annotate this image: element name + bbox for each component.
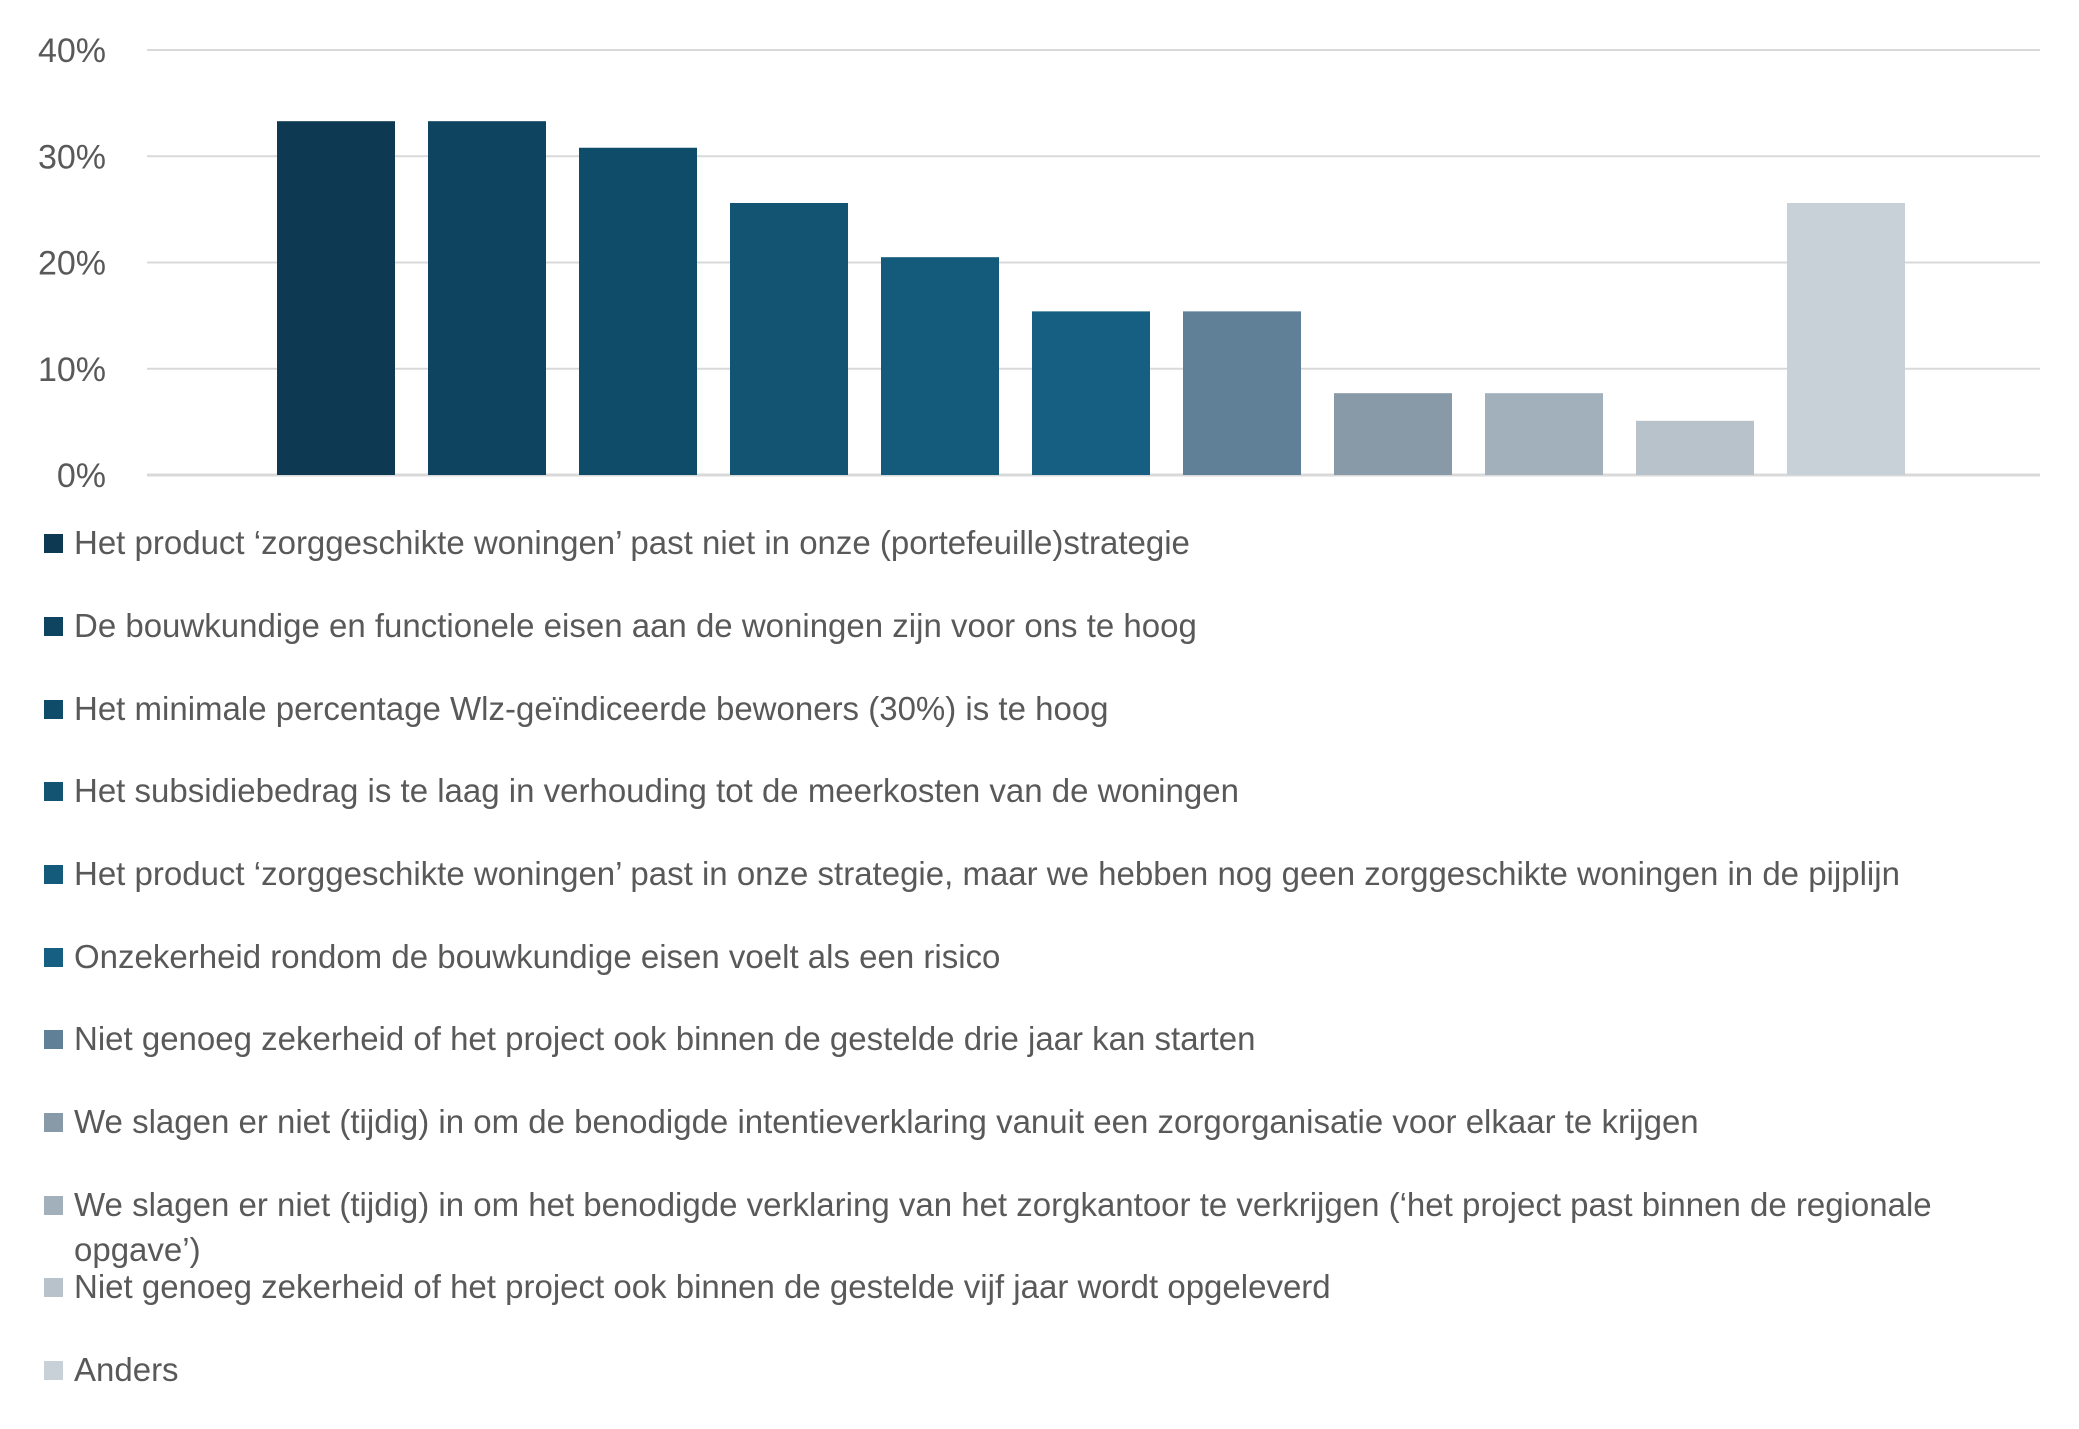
- legend-item: Het product ‘zorggeschikte woningen’ pas…: [44, 520, 2064, 565]
- legend-label: Het product ‘zorggeschikte woningen’ pas…: [74, 524, 1190, 561]
- legend-item: We slagen er niet (tijdig) in om het ben…: [44, 1182, 2064, 1272]
- y-axis-tick-labels: 0% 10% 20% 30% 40%: [38, 32, 106, 495]
- y-tick-label: 30%: [38, 138, 106, 176]
- bar-5: [881, 257, 999, 475]
- legend-swatch: [44, 1278, 63, 1297]
- bar-1: [277, 121, 395, 475]
- legend-swatch: [44, 1113, 63, 1132]
- legend-swatch: [44, 865, 63, 884]
- legend-item: Onzekerheid rondom de bouwkundige eisen …: [44, 934, 2064, 979]
- bar-3: [579, 147, 697, 475]
- bar-11: [1787, 203, 1905, 475]
- legend-label: Niet genoeg zekerheid of het project ook…: [74, 1020, 1256, 1057]
- legend-swatch: [44, 782, 63, 801]
- bar-10: [1636, 420, 1754, 475]
- legend-swatch: [44, 1361, 63, 1380]
- y-tick-label: 0%: [57, 457, 106, 495]
- legend-label: Het minimale percentage Wlz-geïndiceerde…: [74, 690, 1109, 727]
- legend-swatch: [44, 948, 63, 967]
- legend-item: De bouwkundige en functionele eisen aan …: [44, 603, 2064, 648]
- legend-label: Anders: [74, 1351, 179, 1388]
- legend-label: Onzekerheid rondom de bouwkundige eisen …: [74, 938, 1001, 975]
- legend-label: De bouwkundige en functionele eisen aan …: [74, 607, 1197, 644]
- bar-6: [1032, 311, 1150, 475]
- bar-9: [1485, 393, 1603, 475]
- legend-item: Anders: [44, 1347, 2064, 1392]
- legend-item: Niet genoeg zekerheid of het project ook…: [44, 1016, 2064, 1061]
- bars: [277, 121, 1905, 475]
- legend-swatch: [44, 1196, 63, 1215]
- bar-4: [730, 203, 848, 475]
- y-tick-label: 10%: [38, 351, 106, 389]
- bar-2: [428, 121, 546, 475]
- legend-swatch: [44, 534, 63, 553]
- legend-label: Het product ‘zorggeschikte woningen’ pas…: [74, 855, 1900, 892]
- legend-label: We slagen er niet (tijdig) in om het ben…: [74, 1186, 1932, 1268]
- legend-label: Het subsidiebedrag is te laag in verhoud…: [74, 772, 1239, 809]
- bar-7: [1183, 311, 1301, 475]
- legend-swatch: [44, 700, 63, 719]
- y-tick-label: 40%: [38, 32, 106, 70]
- legend-label: Niet genoeg zekerheid of het project ook…: [74, 1268, 1331, 1305]
- legend-swatch: [44, 617, 63, 636]
- legend-item: Het product ‘zorggeschikte woningen’ pas…: [44, 851, 2064, 896]
- legend-swatch: [44, 1030, 63, 1049]
- legend-item: Het subsidiebedrag is te laag in verhoud…: [44, 768, 2064, 813]
- legend-label: We slagen er niet (tijdig) in om de beno…: [74, 1103, 1699, 1140]
- legend-item: We slagen er niet (tijdig) in om de beno…: [44, 1099, 2064, 1144]
- legend-item: Het minimale percentage Wlz-geïndiceerde…: [44, 686, 2064, 731]
- legend-item: Niet genoeg zekerheid of het project ook…: [44, 1264, 2064, 1309]
- bar-8: [1334, 393, 1452, 475]
- y-tick-label: 20%: [38, 245, 106, 283]
- bar-chart: 0% 10% 20% 30% 40%: [38, 32, 2040, 495]
